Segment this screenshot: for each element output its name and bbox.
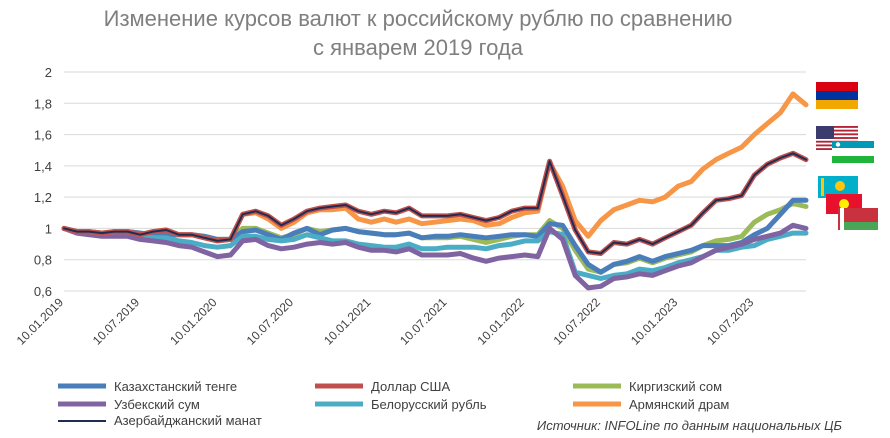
gridlines [64, 71, 806, 292]
legend-label-byn: Белорусский рубль [371, 397, 487, 412]
x-tick-label: 10.07.2022 [551, 295, 604, 348]
y-tick-label: 2 [45, 65, 52, 80]
x-tick-label: 10.07.2023 [704, 295, 757, 348]
x-tick-label: 10.01.2022 [475, 295, 528, 348]
x-tick-label: 10.07.2021 [397, 295, 450, 348]
legend-item-azn: Азербайджанский манат [58, 413, 262, 428]
y-tick-label: 1,8 [34, 96, 52, 111]
legend-label-amd: Армянский драм [629, 397, 729, 412]
chart-title-line-2: с январем 2019 года [313, 35, 524, 60]
legend-item-uzs: Узбекский сум [58, 397, 200, 412]
flags [816, 82, 878, 230]
x-tick-label: 10.01.2021 [321, 295, 374, 348]
armenia-flag-icon [816, 82, 858, 109]
uzbekistan-flag-icon [832, 141, 874, 163]
legend-item-amd: Армянский драм [573, 397, 729, 412]
legend-label-kzt: Казахстанский тенге [114, 379, 237, 394]
legend-label-kgs: Киргизский сом [629, 379, 722, 394]
x-tick-label: 10.07.2019 [90, 295, 143, 348]
y-tick-label: 0,6 [34, 284, 52, 299]
series-line-byn [61, 225, 809, 281]
x-axis-tick-labels: 10.01.2019 10.07.2019 10.01.2020 10.07.2020… [14, 295, 757, 348]
legend-label-azn: Азербайджанский манат [114, 413, 262, 428]
y-axis-tick-labels: 0,6 0,8 1 1,2 1,4 1,6 1,8 2 [34, 65, 52, 299]
legend-label-uzs: Узбекский сум [114, 397, 200, 412]
series-line-uzs [61, 222, 809, 291]
chart-title-line-1: Изменение курсов валют к российскому руб… [104, 6, 733, 31]
source-note: Источник: INFOLine по данным национальны… [537, 418, 843, 433]
series-line-azn [63, 152, 807, 255]
y-tick-label: 1,2 [34, 190, 52, 205]
series-lines [61, 91, 809, 291]
y-tick-label: 1 [45, 221, 52, 236]
legend-item-kzt: Казахстанский тенге [58, 379, 237, 394]
kazakhstan-flag-icon [818, 176, 858, 198]
y-tick-label: 1,4 [34, 159, 52, 174]
x-tick-label: 10.01.2023 [628, 295, 681, 348]
legend-label-usd: Доллар США [371, 379, 450, 394]
x-tick-label: 10.01.2020 [167, 295, 220, 348]
legend-item-byn: Белорусский рубль [315, 397, 487, 412]
y-tick-label: 0,8 [34, 253, 52, 268]
x-tick-label: 10.01.2019 [14, 295, 67, 348]
legend-item-usd: Доллар США [315, 379, 450, 394]
x-tick-label: 10.07.2020 [244, 295, 297, 348]
legend: Казахстанский тенге Доллар США Киргизски… [58, 379, 729, 428]
y-tick-label: 1,6 [34, 128, 52, 143]
belarus-flag-icon [838, 208, 878, 230]
legend-item-kgs: Киргизский сом [573, 379, 722, 394]
